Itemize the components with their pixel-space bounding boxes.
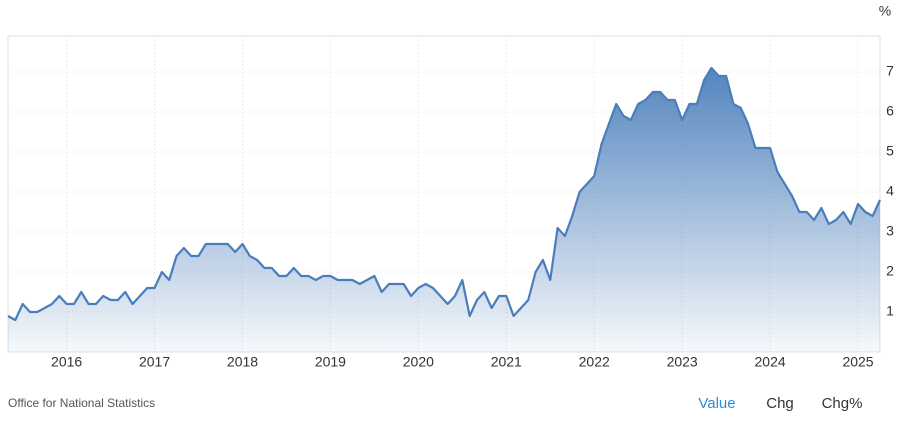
y-tick-label: 2 [886,263,894,279]
x-tick-label: 2019 [315,354,346,370]
x-tick-label: 2018 [227,354,258,370]
x-tick-label: 2022 [579,354,610,370]
y-tick-label: 3 [886,223,894,239]
x-tick-label: 2016 [51,354,82,370]
x-tick-label: 2024 [755,354,786,370]
x-tick-label: 2017 [139,354,170,370]
y-tick-label: 5 [886,143,894,159]
y-tick-label: 6 [886,103,894,119]
line [7,66,882,322]
value-button[interactable]: Value [698,395,735,412]
unit-label: % [879,3,891,19]
chg-pct-button[interactable]: Chg% [822,395,863,412]
area [8,68,880,352]
x-tick-label: 2020 [403,354,434,370]
y-tick-label: 4 [886,183,894,199]
source: Office for National Statistics [8,396,155,410]
y-tick-label: 7 [886,63,894,79]
x-tick-label: 2021 [491,354,522,370]
chg-button[interactable]: Chg [766,395,794,412]
y-tick-label: 1 [886,303,894,319]
x-tick-label: 2025 [842,354,873,370]
x-tick-label: 2023 [667,354,698,370]
